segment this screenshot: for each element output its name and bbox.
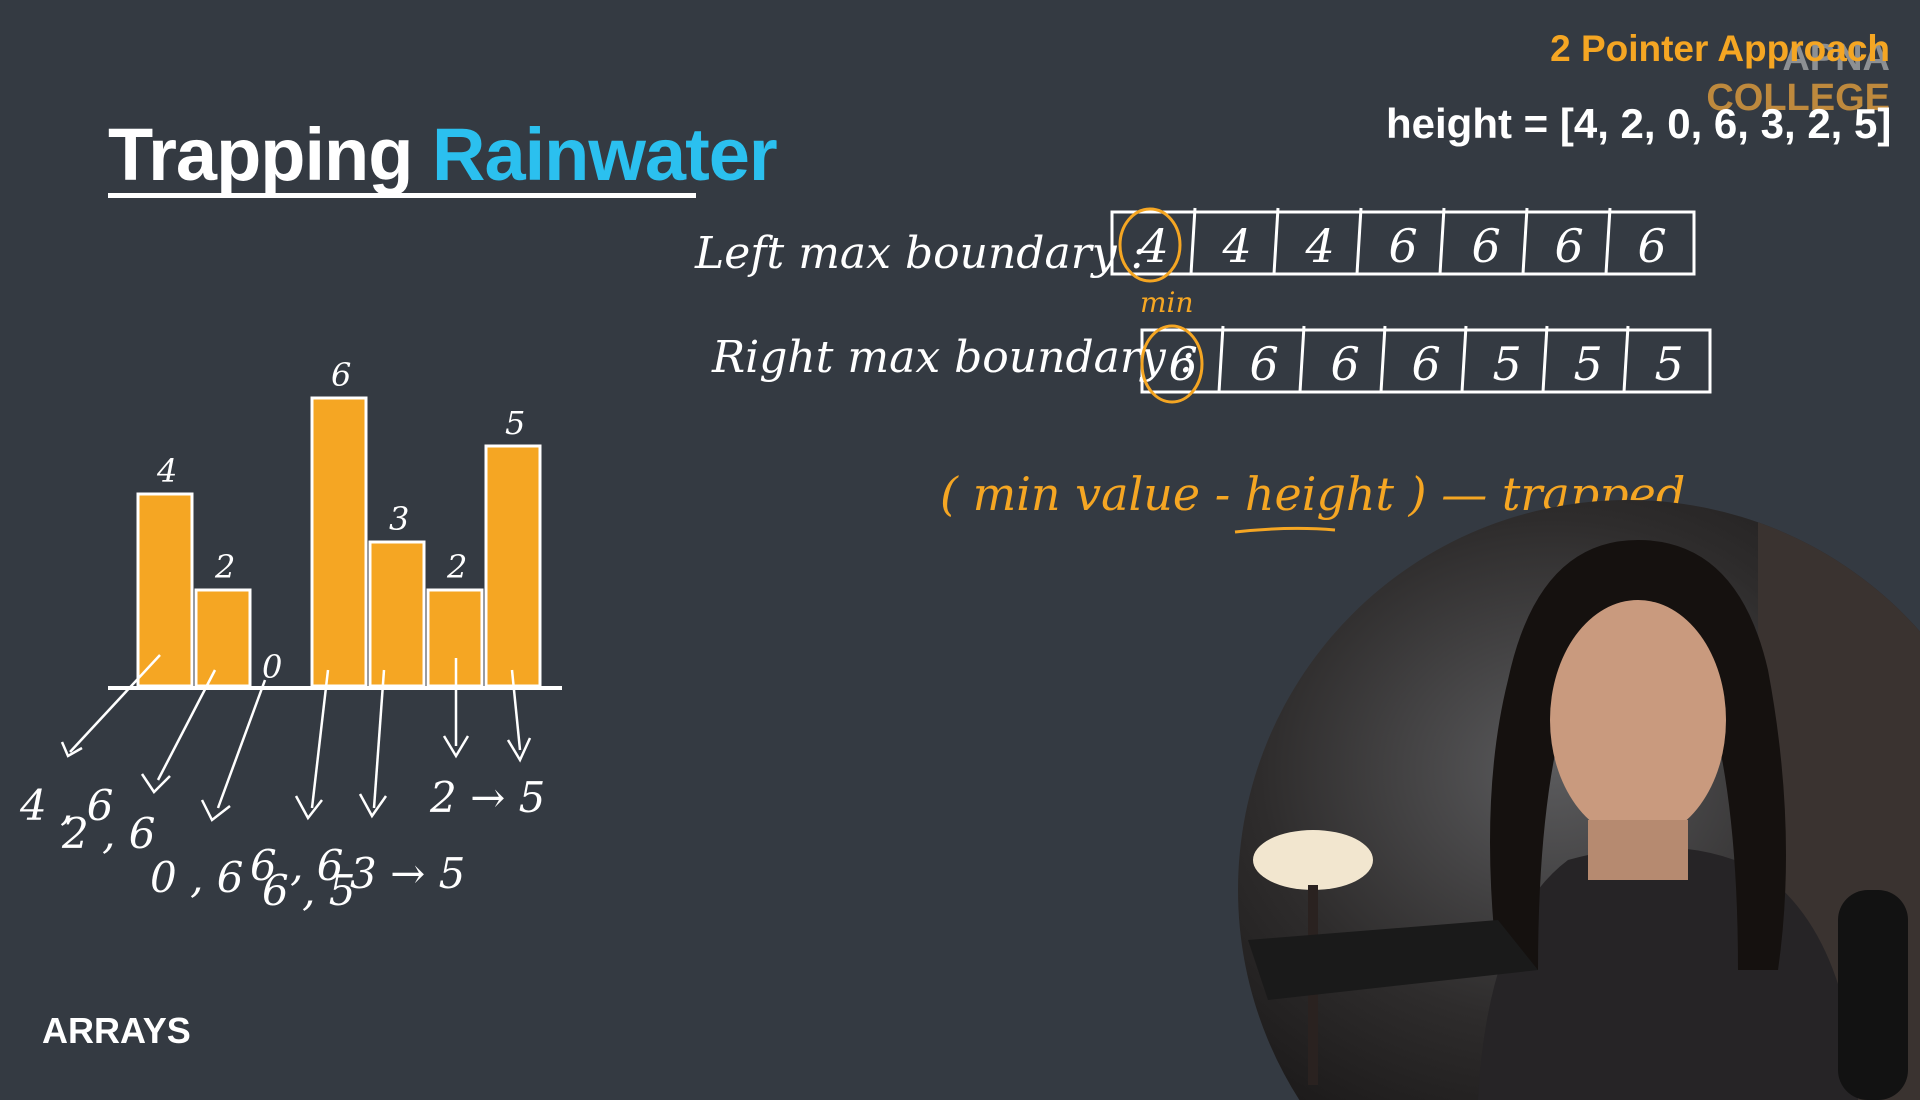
array-cell-value: 5 [1493,337,1522,391]
array-cell-value: 6 [1169,337,1198,391]
array-cell-divider [1217,325,1225,393]
boundary-pairs: 4 , 6 2 , 6 0 , 6 6 , 6 6 , 5 3 → 5 2 → … [19,773,545,915]
pair-3: 0 , 6 [150,853,244,902]
arrow-1 [69,654,161,753]
mic-arm [1248,920,1538,1000]
elevation-bar [484,444,542,688]
array-cell-value: 4 [1305,219,1335,273]
pair-1: 4 , 6 [19,781,114,830]
arrow-3-head [200,799,231,822]
elevation-bar [310,396,368,688]
array-cell-value: 5 [1655,337,1684,391]
array-cell-divider [1541,325,1549,393]
array-cell-value: 6 [1389,219,1418,273]
title-underline [108,193,696,198]
bar-height-label: 2 [446,548,467,586]
microphone-icon [1838,890,1908,1100]
pair-7: 2 → 5 [429,773,545,822]
presenter-hair [1490,540,1786,970]
arrow-3 [216,679,267,809]
arrow-7-head [506,737,532,763]
array-cell-value: 6 [1412,337,1441,391]
bar-height-label: 2 [214,548,235,586]
right-max-label: Right max boundary : [711,332,1195,383]
logo-line-1: APNA [1782,37,1890,79]
left-max-array-box [1110,210,1696,276]
arrow-1-head [60,741,83,758]
page-title: Trapping Rainwater [108,112,778,197]
array-cell-divider [1379,325,1387,393]
title-word-rainwater: Rainwater [432,113,778,196]
arrow-5 [372,669,386,809]
elevation-bar [368,540,426,688]
presenter-video [1238,500,1920,1100]
channel-logo: APNA COLLEGE [1706,38,1890,118]
pair-2: 2 , 6 [61,809,156,858]
min-label: min [1140,286,1194,319]
arrow-2-head [140,773,171,794]
arrow-4-head [294,795,323,821]
title-word-trapping: Trapping [108,113,413,196]
bar-height-label: 4 [156,452,177,490]
array-cell-divider [1272,207,1280,275]
arrow-6-head [442,735,470,759]
array-cell-value: 6 [1250,337,1279,391]
pair-6: 3 → 5 [350,849,465,898]
array-cell-divider [1438,207,1446,275]
array-cell-divider [1604,207,1612,275]
presenter-neck [1588,820,1688,880]
bar-height-label: 5 [505,404,525,442]
array-cell-value: 6 [1638,219,1667,273]
right-max-circle [1140,324,1204,404]
pair-4: 6 , 6 [250,841,344,890]
left-max-circle [1118,207,1182,283]
array-cell-divider [1189,207,1197,275]
arrow-7 [510,669,522,751]
height-array: height = [4, 2, 0, 6, 3, 2, 5] [1386,100,1892,147]
array-cell-divider [1460,325,1468,393]
arrow-4 [310,669,330,809]
formula-underline [1234,526,1336,534]
array-cell-value: 4 [1139,219,1169,273]
array-cell-value: 6 [1472,219,1501,273]
logo-line-2: COLLEGE [1706,77,1890,119]
arrow-5-head [358,793,388,819]
pointer-arrows [60,654,532,822]
section-tag: ARRAYS [42,1010,191,1051]
elevation-bar [194,588,252,688]
left-max-label: Left max boundary : [694,228,1145,279]
elevation-bars [136,396,542,688]
bar-height-label: 0 [262,648,282,686]
elevation-bar [136,492,194,688]
array-cell-divider [1622,325,1630,393]
bar-height-label: 3 [389,500,409,538]
array-cell-divider [1355,207,1363,275]
approach-label: 2 Pointer Approach [1550,28,1890,69]
array-cell-value: 5 [1574,337,1603,391]
array-cell-value: 6 [1331,337,1360,391]
lamp-shade [1253,830,1373,890]
arrow-2 [156,669,217,781]
array-cell-divider [1521,207,1529,275]
array-cell-divider [1298,325,1306,393]
bar-height-label: 6 [331,356,351,394]
presenter-face [1550,600,1726,840]
array-cell-value: 6 [1555,219,1584,273]
pair-5: 6 , 5 [262,866,356,915]
array-cell-value: 4 [1222,219,1252,273]
